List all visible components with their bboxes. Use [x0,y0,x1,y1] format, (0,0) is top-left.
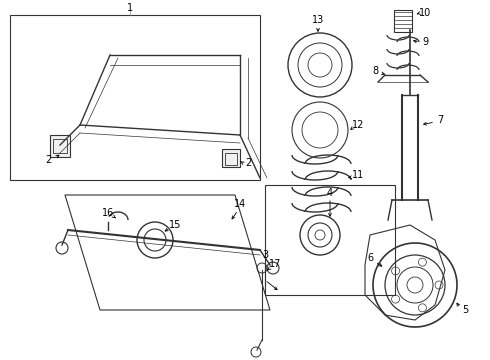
Text: 4: 4 [327,188,333,198]
Text: 16: 16 [102,208,114,218]
Text: 2: 2 [45,155,51,165]
Text: 13: 13 [312,15,324,25]
Text: 11: 11 [352,170,364,180]
Text: 7: 7 [437,115,443,125]
Text: 15: 15 [169,220,181,230]
Text: 2: 2 [245,158,251,168]
Bar [222,149,240,167]
Bar [225,153,237,165]
Text: 5: 5 [462,305,468,315]
Text: 6: 6 [367,253,373,263]
Text: 17: 17 [269,259,281,269]
Bar [10,15,260,180]
Bar [53,139,67,153]
Text: 14: 14 [234,199,246,209]
Text: 12: 12 [352,120,364,130]
Bar [50,135,70,157]
Text: 9: 9 [422,37,428,47]
Text: 10: 10 [419,8,431,18]
Text: 1: 1 [127,3,133,13]
Text: 8: 8 [372,66,378,76]
Bar [265,185,395,295]
Text: 3: 3 [262,250,268,260]
Bar [394,10,412,32]
